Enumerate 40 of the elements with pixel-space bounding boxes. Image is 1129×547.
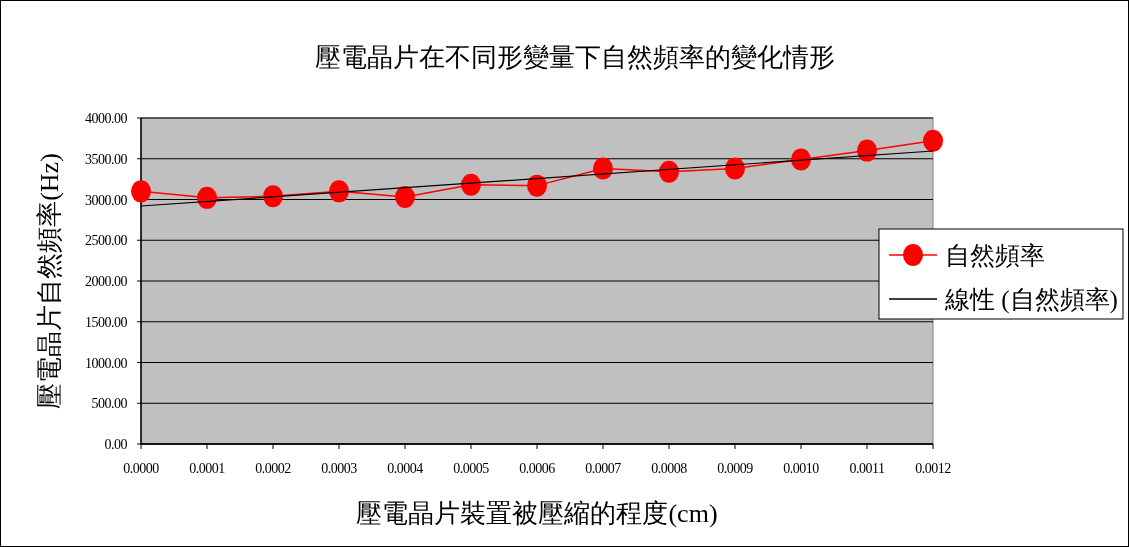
x-tick-label: 0.0009: [717, 461, 754, 476]
point: [263, 185, 283, 208]
point: [659, 160, 679, 183]
point: [593, 157, 613, 180]
point: [461, 173, 481, 196]
y-tick-label: 1500.00: [85, 314, 128, 330]
x-tick-label: 0.0002: [255, 461, 292, 476]
point: [527, 174, 547, 197]
x-tick-label: 0.0005: [453, 461, 490, 476]
x-tick-label: 0.0007: [585, 461, 622, 476]
x-tick-label: 0.0008: [651, 461, 688, 476]
chart-title: 壓電晶片在不同形變量下自然頻率的變化情形: [315, 43, 835, 72]
x-tick-label: 0.0003: [321, 461, 358, 476]
x-tick-label: 0.0006: [519, 461, 556, 476]
point: [791, 148, 811, 171]
y-axis-title: 壓電晶片自然頻率(Hz): [35, 153, 64, 409]
legend-label: 線性 (自然頻率): [944, 286, 1118, 314]
y-tick-label: 2500.00: [85, 233, 128, 249]
point: [725, 157, 745, 180]
y-tick-label: 2000.00: [85, 274, 128, 289]
x-tick-label: 0.0000: [123, 461, 160, 476]
y-tick-label: 4000.00: [85, 111, 128, 126]
point: [131, 180, 151, 203]
y-tick-label: 1000.00: [85, 355, 128, 371]
x-tick-label: 0.0004: [387, 461, 424, 476]
point: [197, 186, 217, 209]
point: [923, 129, 943, 152]
x-tick-label: 0.0011: [849, 461, 885, 476]
x-tick-label: 0.0012: [915, 461, 952, 476]
y-tick-label: 0.00: [104, 437, 128, 452]
point: [329, 180, 349, 203]
legend-label: 自然頻率: [945, 242, 1045, 269]
y-tick-label: 500.00: [91, 396, 128, 412]
y-tick-label: 3500.00: [85, 151, 128, 167]
x-axis-title: 壓電晶片裝置被壓縮的程度(cm): [356, 499, 718, 528]
y-tick-label: 3000.00: [85, 192, 128, 208]
point: [395, 186, 415, 209]
x-tick-label: 0.0010: [783, 461, 820, 476]
point: [857, 139, 877, 162]
x-tick-label: 0.0001: [189, 461, 226, 476]
